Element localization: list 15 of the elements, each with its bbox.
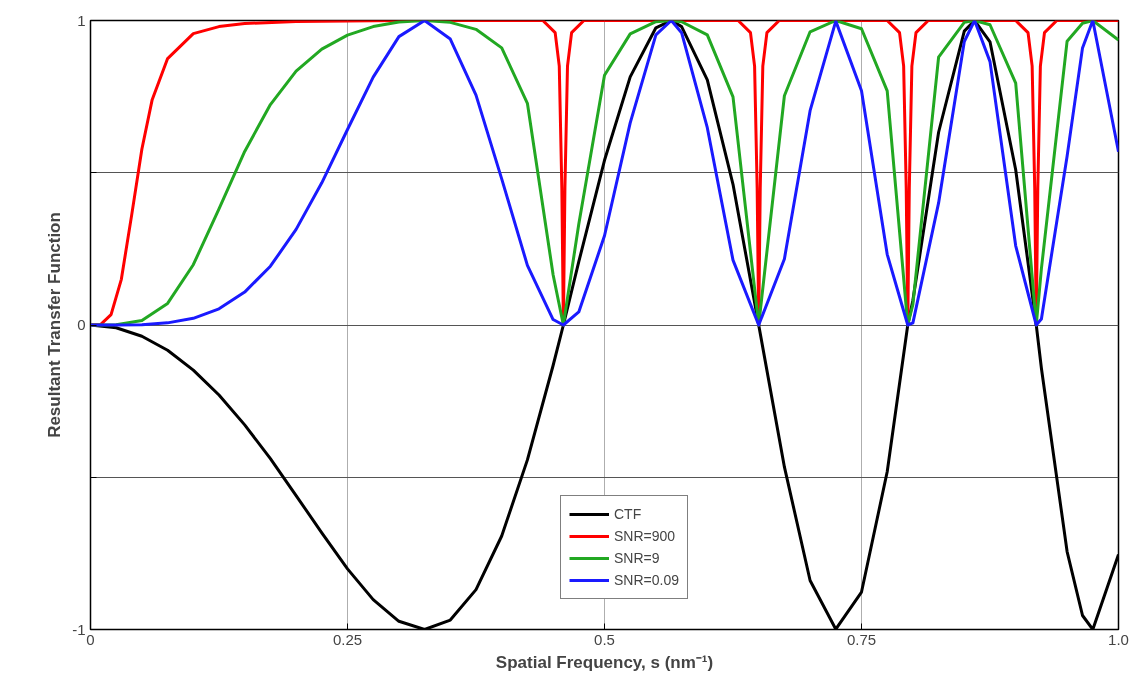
legend-label: SNR=0.09	[614, 572, 679, 588]
y-tick-label: 1	[77, 11, 86, 29]
y-axis-title: Resultant Transfer Function	[45, 212, 65, 438]
legend-label: SNR=900	[614, 528, 676, 544]
legend-label: CTF	[614, 506, 642, 522]
legend-label: SNR=9	[614, 550, 660, 566]
x-tick-label: 0.5	[594, 630, 615, 648]
x-tick-label: 1.0	[1108, 630, 1129, 648]
line-series	[90, 20, 1119, 327]
line-series	[90, 20, 1119, 630]
x-tick-label: 0.25	[332, 630, 363, 648]
x-axis-title: Spatial Frequency, s (nm⁻¹)	[495, 652, 714, 672]
y-tick-label: -1	[72, 620, 86, 638]
y-tick-label: 0	[77, 316, 86, 333]
x-tick-label: 0.75	[846, 630, 877, 648]
